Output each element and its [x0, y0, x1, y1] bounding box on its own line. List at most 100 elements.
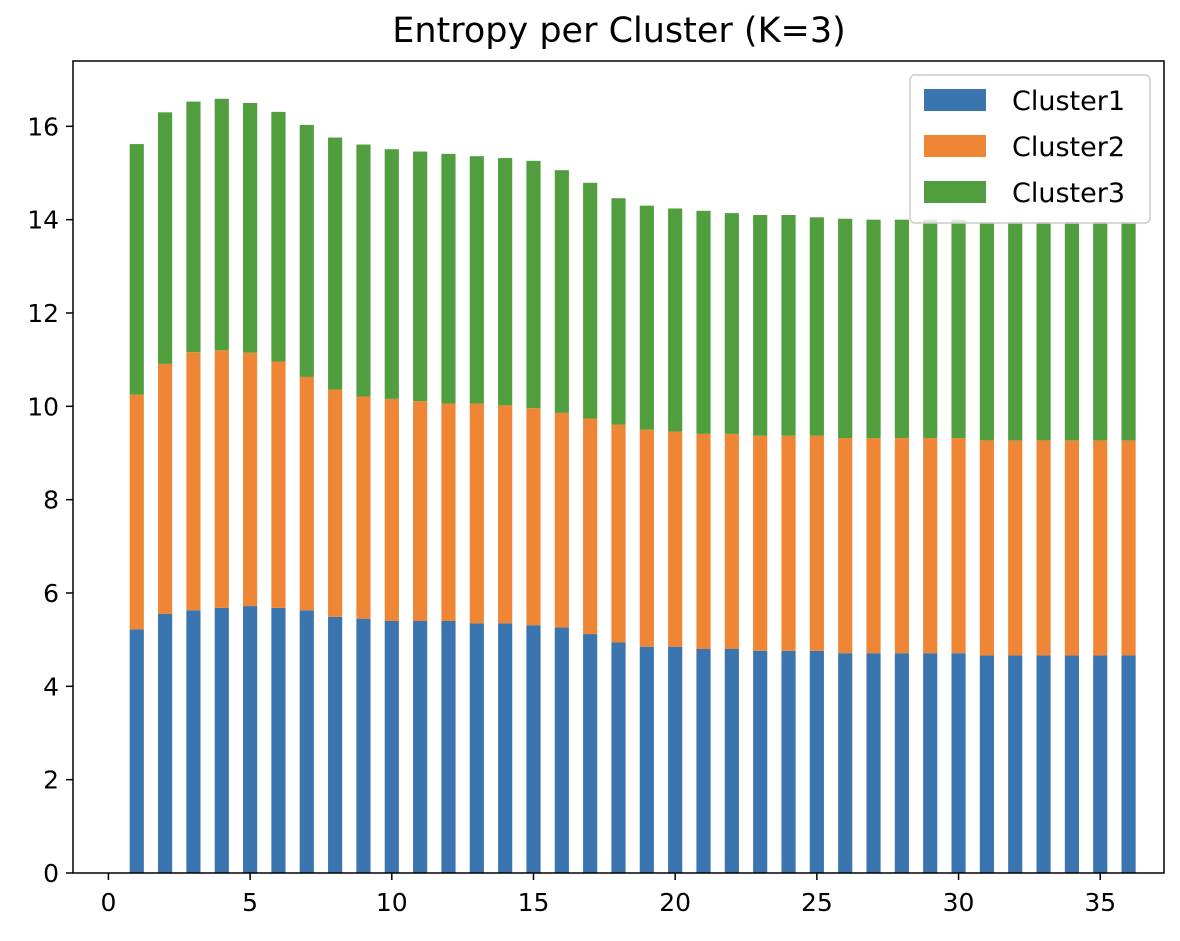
bar-cluster2-28 — [894, 438, 909, 654]
bar-cluster1-20 — [668, 646, 683, 873]
y-tick-label: 2 — [43, 766, 59, 795]
y-tick-label: 12 — [27, 299, 59, 328]
y-tick-label: 16 — [27, 112, 59, 141]
bar-cluster3-30 — [951, 219, 966, 439]
bar-cluster3-25 — [809, 217, 824, 436]
bar-cluster3-7 — [299, 124, 314, 377]
legend-swatch-cluster2 — [924, 135, 986, 157]
bar-cluster2-20 — [668, 431, 683, 647]
legend-label-cluster1: Cluster1 — [1012, 86, 1125, 117]
bar-cluster3-5 — [243, 103, 258, 353]
bar-cluster3-20 — [668, 208, 683, 432]
bar-cluster3-35 — [1093, 222, 1108, 441]
x-tick-label: 35 — [1084, 888, 1116, 917]
bar-cluster3-34 — [1064, 222, 1079, 441]
bar-cluster2-25 — [809, 435, 824, 651]
bar-cluster2-22 — [724, 433, 739, 649]
bar-cluster2-30 — [951, 438, 966, 654]
bar-cluster2-31 — [979, 440, 994, 656]
bar-cluster1-33 — [1036, 655, 1051, 873]
bar-cluster3-26 — [838, 218, 853, 439]
bar-cluster3-4 — [214, 98, 229, 351]
bar-cluster3-3 — [186, 101, 201, 353]
bar-cluster2-7 — [299, 376, 314, 611]
bar-cluster2-13 — [469, 403, 484, 624]
bar-cluster2-3 — [186, 352, 201, 611]
bar-cluster1-18 — [611, 642, 626, 873]
bar-cluster2-8 — [328, 389, 343, 617]
bar-cluster3-18 — [611, 198, 626, 425]
legend-swatch-cluster3 — [924, 181, 986, 203]
bar-cluster1-17 — [583, 634, 598, 873]
bar-cluster1-31 — [979, 655, 994, 873]
bar-cluster3-28 — [894, 219, 909, 439]
bar-cluster3-6 — [271, 111, 286, 362]
bar-cluster1-11 — [413, 621, 428, 873]
bar-cluster1-28 — [894, 653, 909, 873]
bar-cluster1-3 — [186, 610, 201, 873]
bar-cluster1-7 — [299, 610, 314, 873]
bar-cluster2-24 — [781, 435, 796, 651]
bar-cluster1-12 — [441, 621, 456, 873]
legend-label-cluster3: Cluster3 — [1012, 178, 1125, 209]
bar-cluster3-24 — [781, 215, 796, 436]
bar-cluster1-16 — [554, 627, 569, 873]
legend-label-cluster2: Cluster2 — [1012, 132, 1125, 163]
bar-cluster1-13 — [469, 623, 484, 873]
bar-cluster1-22 — [724, 649, 739, 873]
bar-cluster3-14 — [498, 158, 513, 406]
bar-cluster2-14 — [498, 405, 513, 624]
bar-cluster1-6 — [271, 607, 286, 873]
bar-cluster2-27 — [866, 438, 881, 654]
bar-cluster2-10 — [384, 398, 399, 621]
bar-cluster3-32 — [1008, 222, 1023, 441]
x-tick-label: 10 — [376, 888, 408, 917]
bar-cluster2-34 — [1064, 440, 1079, 656]
bar-cluster1-23 — [753, 650, 768, 873]
axes: 0 5 10 15 20 25 30 35 0 2 4 6 8 10 12 14 16 — [27, 60, 1165, 917]
bar-cluster1-1 — [129, 629, 144, 873]
bar-cluster3-2 — [158, 112, 173, 364]
bar-cluster3-27 — [866, 219, 881, 439]
bar-cluster3-11 — [413, 151, 428, 402]
bar-cluster2-29 — [923, 438, 938, 654]
bar-cluster3-17 — [583, 182, 598, 419]
bar-cluster2-36 — [1121, 440, 1136, 656]
bar-cluster2-15 — [526, 408, 541, 626]
bar-cluster1-14 — [498, 623, 513, 873]
bar-cluster3-19 — [639, 205, 654, 430]
bar-cluster2-16 — [554, 412, 569, 628]
bar-cluster3-15 — [526, 160, 541, 409]
bar-cluster1-10 — [384, 621, 399, 873]
bar-cluster3-33 — [1036, 222, 1051, 441]
bar-cluster2-5 — [243, 352, 258, 607]
bar-cluster1-8 — [328, 616, 343, 873]
bar-cluster2-23 — [753, 435, 768, 651]
x-tick-label: 5 — [242, 888, 258, 917]
x-tick-label: 30 — [943, 888, 975, 917]
y-tick-label: 0 — [43, 859, 59, 888]
bar-cluster1-35 — [1093, 655, 1108, 873]
y-tick-label: 14 — [27, 206, 59, 235]
bar-cluster3-36 — [1121, 222, 1136, 441]
bar-cluster2-18 — [611, 424, 626, 643]
bar-group — [129, 98, 1136, 873]
bar-cluster1-2 — [158, 614, 173, 873]
bar-cluster3-12 — [441, 153, 456, 404]
bar-cluster2-1 — [129, 394, 144, 630]
bar-cluster2-9 — [356, 396, 371, 619]
bar-cluster1-19 — [639, 646, 654, 873]
bar-cluster1-34 — [1064, 655, 1079, 873]
bar-cluster2-32 — [1008, 440, 1023, 656]
bar-cluster1-32 — [1008, 655, 1023, 873]
bar-cluster3-29 — [923, 219, 938, 439]
y-tick-label: 8 — [43, 486, 59, 515]
bar-cluster1-25 — [809, 650, 824, 873]
y-tick-label: 6 — [43, 579, 59, 608]
bar-cluster3-8 — [328, 137, 343, 390]
legend: Cluster1 Cluster2 Cluster3 — [909, 74, 1151, 224]
x-tick-label: 20 — [659, 888, 691, 917]
bar-cluster1-36 — [1121, 655, 1136, 873]
